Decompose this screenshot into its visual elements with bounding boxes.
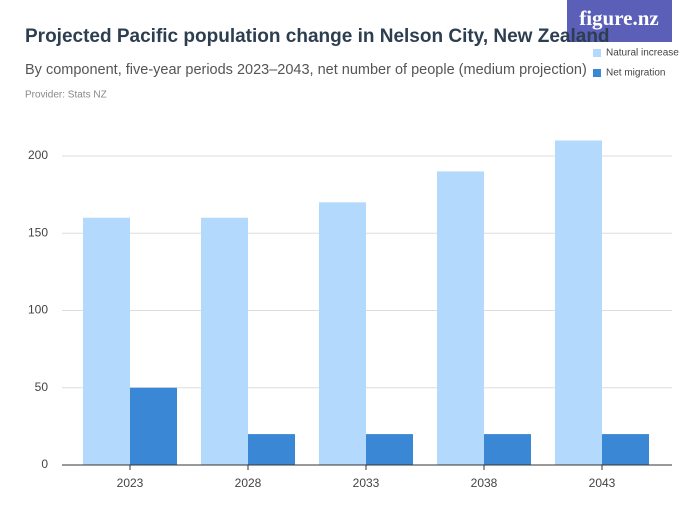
bar xyxy=(130,387,177,465)
y-tick-label: 50 xyxy=(35,380,49,394)
bar xyxy=(319,202,366,466)
chart-subtitle: By component, five-year periods 2023–204… xyxy=(25,62,587,78)
bar xyxy=(437,171,484,465)
y-tick-label: 0 xyxy=(41,457,48,471)
bar xyxy=(248,434,295,465)
y-tick-label: 100 xyxy=(28,303,48,317)
bar xyxy=(484,434,531,465)
legend-swatch xyxy=(593,49,601,57)
bar xyxy=(201,217,248,465)
x-tick-label: 2028 xyxy=(235,476,262,490)
source: Provider: Stats NZ xyxy=(25,90,107,101)
bar xyxy=(555,140,602,465)
y-tick-label: 200 xyxy=(28,148,48,162)
bar xyxy=(83,217,130,465)
y-tick-label: 150 xyxy=(28,225,48,239)
x-tick-label: 2043 xyxy=(589,476,616,490)
bar xyxy=(366,434,413,465)
legend-label: Natural increase xyxy=(606,48,679,59)
legend-swatch xyxy=(593,69,601,77)
x-tick-label: 2038 xyxy=(471,476,498,490)
chart-title: Projected Pacific population change in N… xyxy=(25,26,610,47)
x-tick-label: 2023 xyxy=(117,476,144,490)
logo-box xyxy=(567,0,672,42)
legend-label: Net migration xyxy=(606,68,665,79)
x-tick-label: 2033 xyxy=(353,476,380,490)
bar xyxy=(602,434,649,465)
logo: figure.nz xyxy=(579,6,659,30)
